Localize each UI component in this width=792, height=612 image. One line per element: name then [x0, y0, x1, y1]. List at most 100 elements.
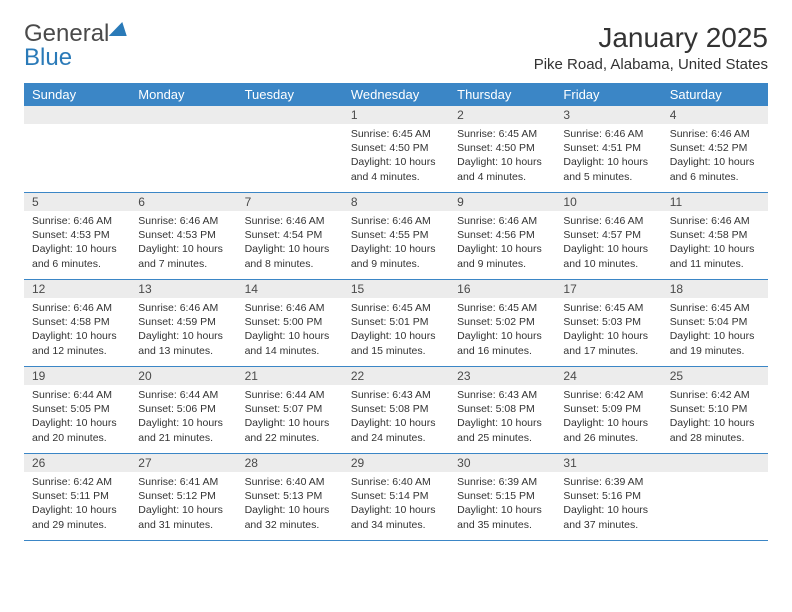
- day-details: Sunrise: 6:40 AMSunset: 5:13 PMDaylight:…: [237, 472, 343, 536]
- day-details: Sunrise: 6:46 AMSunset: 5:00 PMDaylight:…: [237, 298, 343, 362]
- day-cell: 10Sunrise: 6:46 AMSunset: 4:57 PMDayligh…: [555, 193, 661, 279]
- day-number: 6: [130, 193, 236, 211]
- day-cell: 27Sunrise: 6:41 AMSunset: 5:12 PMDayligh…: [130, 454, 236, 540]
- calendar-page: General Blue January 2025 Pike Road, Ala…: [0, 0, 792, 563]
- day-number: 27: [130, 454, 236, 472]
- day-number: 20: [130, 367, 236, 385]
- day-cell: 14Sunrise: 6:46 AMSunset: 5:00 PMDayligh…: [237, 280, 343, 366]
- week-row: 12Sunrise: 6:46 AMSunset: 4:58 PMDayligh…: [24, 280, 768, 367]
- day-details: Sunrise: 6:39 AMSunset: 5:16 PMDaylight:…: [555, 472, 661, 536]
- weekday-saturday: Saturday: [662, 83, 768, 106]
- day-number: [662, 454, 768, 472]
- day-number: 31: [555, 454, 661, 472]
- day-number: 4: [662, 106, 768, 124]
- day-number: 26: [24, 454, 130, 472]
- day-cell: 12Sunrise: 6:46 AMSunset: 4:58 PMDayligh…: [24, 280, 130, 366]
- day-number: 16: [449, 280, 555, 298]
- day-details: Sunrise: 6:43 AMSunset: 5:08 PMDaylight:…: [343, 385, 449, 449]
- header: General Blue January 2025 Pike Road, Ala…: [24, 22, 768, 73]
- day-details: Sunrise: 6:39 AMSunset: 5:15 PMDaylight:…: [449, 472, 555, 536]
- day-number: 11: [662, 193, 768, 211]
- day-cell: 18Sunrise: 6:45 AMSunset: 5:04 PMDayligh…: [662, 280, 768, 366]
- week-row: 19Sunrise: 6:44 AMSunset: 5:05 PMDayligh…: [24, 367, 768, 454]
- day-cell: 23Sunrise: 6:43 AMSunset: 5:08 PMDayligh…: [449, 367, 555, 453]
- day-cell: 15Sunrise: 6:45 AMSunset: 5:01 PMDayligh…: [343, 280, 449, 366]
- day-number: [24, 106, 130, 124]
- day-cell: 4Sunrise: 6:46 AMSunset: 4:52 PMDaylight…: [662, 106, 768, 192]
- day-cell: 7Sunrise: 6:46 AMSunset: 4:54 PMDaylight…: [237, 193, 343, 279]
- weekday-tuesday: Tuesday: [237, 83, 343, 106]
- day-number: 8: [343, 193, 449, 211]
- day-number: 15: [343, 280, 449, 298]
- weekday-monday: Monday: [130, 83, 236, 106]
- day-number: 24: [555, 367, 661, 385]
- day-number: 3: [555, 106, 661, 124]
- day-details: Sunrise: 6:46 AMSunset: 4:54 PMDaylight:…: [237, 211, 343, 275]
- day-cell: 22Sunrise: 6:43 AMSunset: 5:08 PMDayligh…: [343, 367, 449, 453]
- day-cell: 1Sunrise: 6:45 AMSunset: 4:50 PMDaylight…: [343, 106, 449, 192]
- day-details: Sunrise: 6:46 AMSunset: 4:59 PMDaylight:…: [130, 298, 236, 362]
- day-details: Sunrise: 6:46 AMSunset: 4:51 PMDaylight:…: [555, 124, 661, 188]
- day-number: [237, 106, 343, 124]
- day-number: 29: [343, 454, 449, 472]
- day-number: [130, 106, 236, 124]
- day-cell: 3Sunrise: 6:46 AMSunset: 4:51 PMDaylight…: [555, 106, 661, 192]
- week-row: 5Sunrise: 6:46 AMSunset: 4:53 PMDaylight…: [24, 193, 768, 280]
- day-cell: 31Sunrise: 6:39 AMSunset: 5:16 PMDayligh…: [555, 454, 661, 540]
- day-number: 5: [24, 193, 130, 211]
- day-details: Sunrise: 6:46 AMSunset: 4:53 PMDaylight:…: [24, 211, 130, 275]
- day-details: Sunrise: 6:45 AMSunset: 4:50 PMDaylight:…: [449, 124, 555, 188]
- empty-cell: [662, 454, 768, 540]
- day-details: Sunrise: 6:45 AMSunset: 5:03 PMDaylight:…: [555, 298, 661, 362]
- location-text: Pike Road, Alabama, United States: [534, 56, 768, 73]
- weekday-sunday: Sunday: [24, 83, 130, 106]
- day-details: Sunrise: 6:45 AMSunset: 5:01 PMDaylight:…: [343, 298, 449, 362]
- day-number: 22: [343, 367, 449, 385]
- day-details: Sunrise: 6:43 AMSunset: 5:08 PMDaylight:…: [449, 385, 555, 449]
- logo: General Blue: [24, 22, 129, 70]
- day-details: Sunrise: 6:46 AMSunset: 4:57 PMDaylight:…: [555, 211, 661, 275]
- day-cell: 21Sunrise: 6:44 AMSunset: 5:07 PMDayligh…: [237, 367, 343, 453]
- day-cell: 20Sunrise: 6:44 AMSunset: 5:06 PMDayligh…: [130, 367, 236, 453]
- calendar: SundayMondayTuesdayWednesdayThursdayFrid…: [24, 83, 768, 541]
- weekday-header: SundayMondayTuesdayWednesdayThursdayFrid…: [24, 83, 768, 106]
- day-cell: 9Sunrise: 6:46 AMSunset: 4:56 PMDaylight…: [449, 193, 555, 279]
- day-number: 21: [237, 367, 343, 385]
- day-number: 30: [449, 454, 555, 472]
- weekday-wednesday: Wednesday: [343, 83, 449, 106]
- empty-cell: [237, 106, 343, 192]
- day-details: Sunrise: 6:41 AMSunset: 5:12 PMDaylight:…: [130, 472, 236, 536]
- day-cell: 6Sunrise: 6:46 AMSunset: 4:53 PMDaylight…: [130, 193, 236, 279]
- weekday-thursday: Thursday: [449, 83, 555, 106]
- day-details: Sunrise: 6:46 AMSunset: 4:58 PMDaylight:…: [24, 298, 130, 362]
- day-details: Sunrise: 6:46 AMSunset: 4:58 PMDaylight:…: [662, 211, 768, 275]
- day-details: Sunrise: 6:40 AMSunset: 5:14 PMDaylight:…: [343, 472, 449, 536]
- day-cell: 2Sunrise: 6:45 AMSunset: 4:50 PMDaylight…: [449, 106, 555, 192]
- day-details: Sunrise: 6:42 AMSunset: 5:09 PMDaylight:…: [555, 385, 661, 449]
- weekday-friday: Friday: [555, 83, 661, 106]
- day-cell: 29Sunrise: 6:40 AMSunset: 5:14 PMDayligh…: [343, 454, 449, 540]
- day-number: 14: [237, 280, 343, 298]
- day-cell: 30Sunrise: 6:39 AMSunset: 5:15 PMDayligh…: [449, 454, 555, 540]
- day-number: 1: [343, 106, 449, 124]
- day-number: 10: [555, 193, 661, 211]
- empty-cell: [130, 106, 236, 192]
- day-details: Sunrise: 6:42 AMSunset: 5:10 PMDaylight:…: [662, 385, 768, 449]
- day-number: 17: [555, 280, 661, 298]
- day-number: 18: [662, 280, 768, 298]
- day-details: Sunrise: 6:44 AMSunset: 5:06 PMDaylight:…: [130, 385, 236, 449]
- day-details: Sunrise: 6:44 AMSunset: 5:07 PMDaylight:…: [237, 385, 343, 449]
- day-cell: 16Sunrise: 6:45 AMSunset: 5:02 PMDayligh…: [449, 280, 555, 366]
- day-details: Sunrise: 6:45 AMSunset: 5:02 PMDaylight:…: [449, 298, 555, 362]
- day-details: Sunrise: 6:46 AMSunset: 4:56 PMDaylight:…: [449, 211, 555, 275]
- day-cell: 26Sunrise: 6:42 AMSunset: 5:11 PMDayligh…: [24, 454, 130, 540]
- day-number: 25: [662, 367, 768, 385]
- logo-text-2: Blue: [24, 44, 72, 71]
- day-number: 2: [449, 106, 555, 124]
- day-number: 28: [237, 454, 343, 472]
- day-details: Sunrise: 6:46 AMSunset: 4:55 PMDaylight:…: [343, 211, 449, 275]
- day-details: Sunrise: 6:45 AMSunset: 4:50 PMDaylight:…: [343, 124, 449, 188]
- day-cell: 8Sunrise: 6:46 AMSunset: 4:55 PMDaylight…: [343, 193, 449, 279]
- logo-triangle-icon: [109, 22, 132, 36]
- day-cell: 11Sunrise: 6:46 AMSunset: 4:58 PMDayligh…: [662, 193, 768, 279]
